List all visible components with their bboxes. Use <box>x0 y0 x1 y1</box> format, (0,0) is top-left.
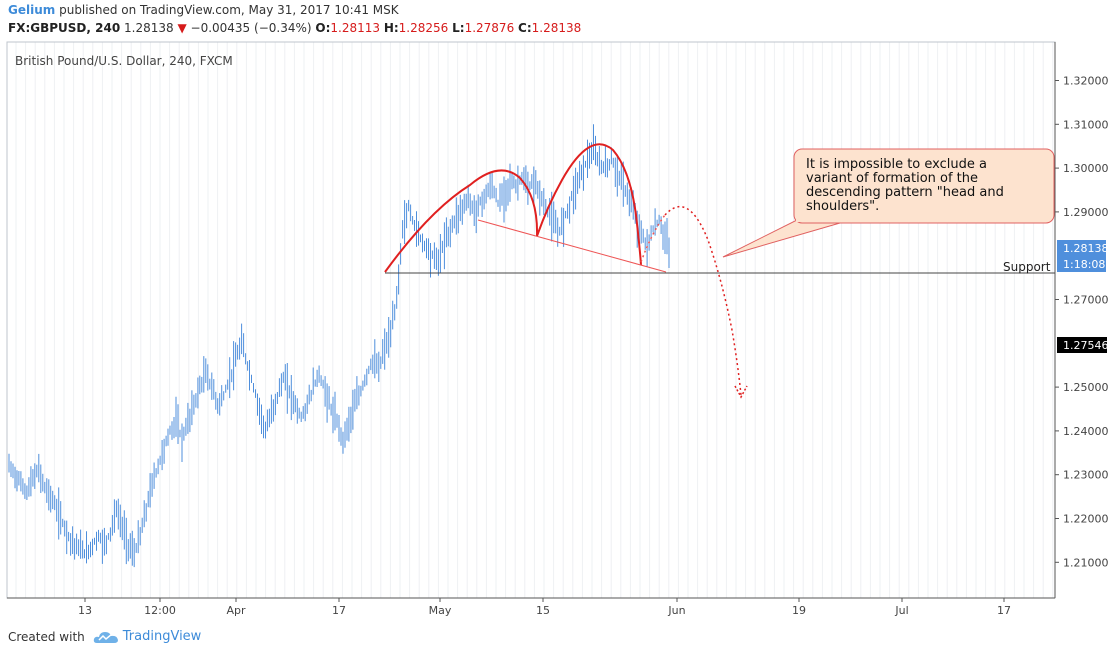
low-value: 1.27876 <box>464 21 515 35</box>
open-value: 1.28113 <box>330 21 380 35</box>
x-tick-label: 17 <box>332 604 346 617</box>
last-price-tag <box>1057 240 1106 256</box>
support-label: Support <box>1003 260 1051 274</box>
support-price-tag <box>1057 337 1107 353</box>
y-tick-label: 1.31000 <box>1063 118 1109 131</box>
quote-line: FX:GBPUSD, 240 1.28138 ▼ −0.00435 (−0.34… <box>8 20 581 37</box>
publish-header: Gelium published on TradingView.com, May… <box>8 2 399 19</box>
price-change: −0.00435 (−0.34%) <box>190 21 312 35</box>
symbol-label: FX:GBPUSD, 240 <box>8 21 121 35</box>
x-tick-label: Jul <box>894 604 908 617</box>
down-arrow-icon: ▼ <box>177 21 187 35</box>
x-tick-label: May <box>429 604 452 617</box>
publish-info: published on TradingView.com, May 31, 20… <box>59 3 399 17</box>
y-tick-label: 1.23000 <box>1063 469 1109 482</box>
y-tick-label: 1.27000 <box>1063 294 1109 307</box>
last-price-tag-text: 1.28138 <box>1063 242 1109 255</box>
x-tick-label: 17 <box>997 604 1011 617</box>
y-tick-label: 1.32000 <box>1063 75 1109 88</box>
created-with-label: Created with <box>8 630 85 644</box>
author-link[interactable]: Gelium <box>8 3 56 17</box>
callout-box[interactable]: It is impossible to exclude a variant of … <box>722 148 1055 258</box>
y-tick-label: 1.29000 <box>1063 206 1109 219</box>
low-label: L: <box>452 21 465 35</box>
x-tick-label: Apr <box>226 604 246 617</box>
price-chart[interactable]: British Pound/U.S. Dollar, 240, FXCM 1.3… <box>0 0 1112 625</box>
y-tick-label: 1.25000 <box>1063 381 1109 394</box>
x-tick-label: 19 <box>792 604 806 617</box>
countdown-tag <box>1057 256 1106 272</box>
high-label: H: <box>383 21 399 35</box>
support-price-tag-text: 1.27546 <box>1063 339 1109 352</box>
y-tick-label: 1.24000 <box>1063 425 1109 438</box>
tradingview-logo-icon <box>93 632 118 643</box>
chart-title: British Pound/U.S. Dollar, 240, FXCM <box>15 54 233 68</box>
countdown-tag-text: 1:18:08 <box>1063 258 1105 271</box>
projection-arrow-icon <box>734 385 748 399</box>
x-tick-label: 13 <box>78 604 92 617</box>
right-shoulder-dotted[interactable] <box>640 214 666 263</box>
y-tick-label: 1.21000 <box>1063 556 1109 569</box>
y-tick-label: 1.22000 <box>1063 513 1109 526</box>
callout-text: It is impossible to exclude a variant of … <box>806 157 1004 214</box>
y-tick-label: 1.30000 <box>1063 162 1109 175</box>
x-tick-label: 15 <box>536 604 550 617</box>
projection-path[interactable] <box>664 205 742 396</box>
footer: Created with TradingView <box>8 629 201 645</box>
head-arc[interactable] <box>536 143 642 266</box>
close-value: 1.28138 <box>531 21 582 35</box>
close-label: C: <box>518 21 532 35</box>
neckline[interactable] <box>477 219 667 273</box>
open-label: O: <box>315 21 331 35</box>
high-value: 1.28256 <box>398 21 449 35</box>
last-price: 1.28138 <box>124 21 174 35</box>
x-tick-label: 12:00 <box>144 604 176 617</box>
x-tick-label: Jun <box>667 604 685 617</box>
left-shoulder-arc[interactable] <box>384 169 539 273</box>
tradingview-link[interactable]: TradingView <box>122 629 202 644</box>
